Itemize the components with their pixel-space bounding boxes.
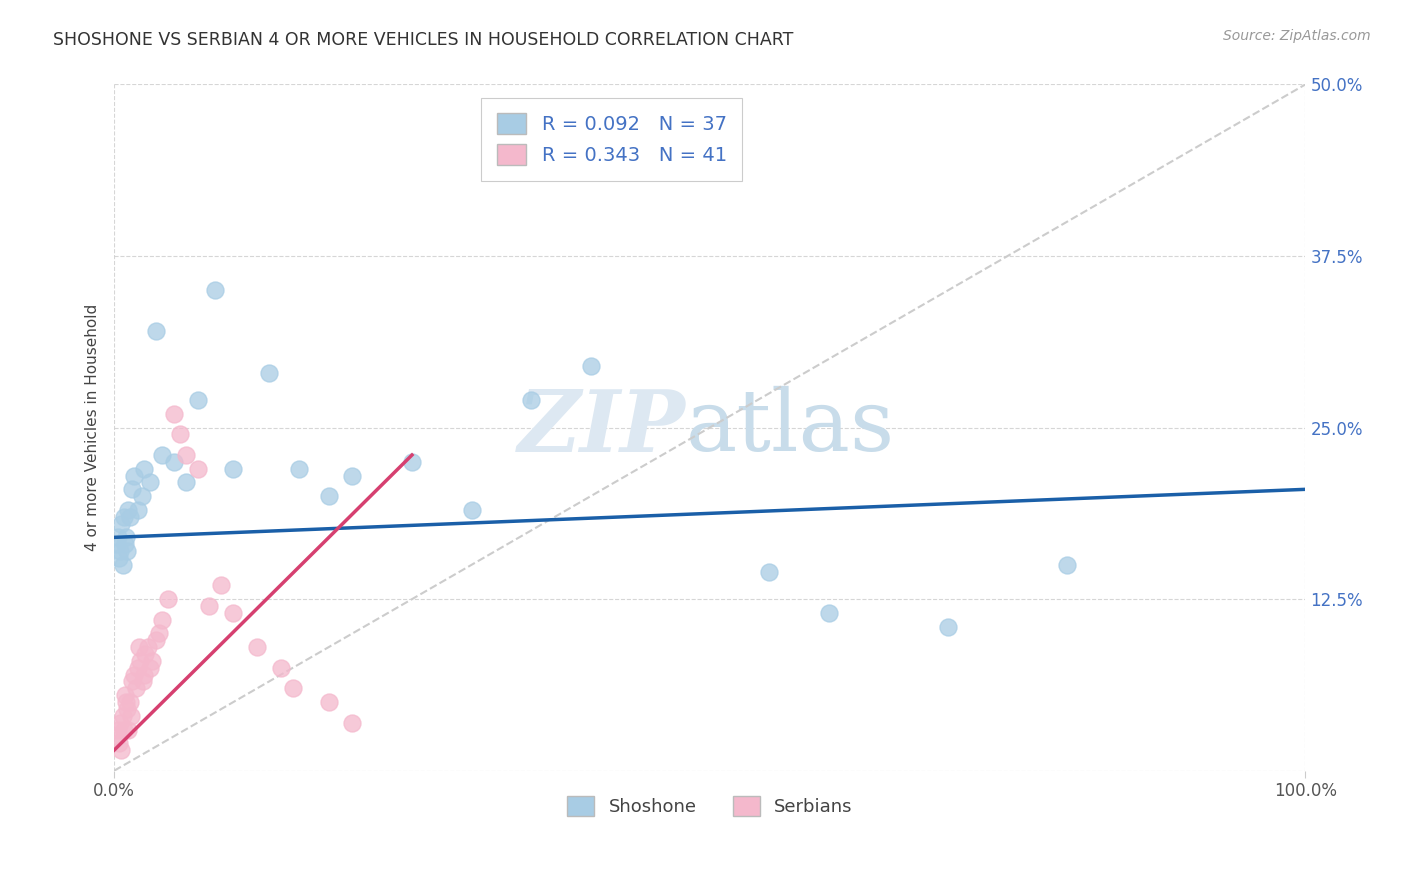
Point: [117, 702, 139, 716]
Point: [342, 468, 364, 483]
Point: [108, 736, 131, 750]
Point: [115, 695, 138, 709]
Point: [758, 565, 780, 579]
Point: [107, 723, 129, 737]
Point: [111, 558, 134, 572]
Point: [401, 455, 423, 469]
Point: [174, 475, 197, 490]
Point: [124, 681, 146, 696]
Point: [105, 537, 128, 551]
Point: [136, 640, 159, 655]
Point: [131, 489, 153, 503]
Point: [156, 592, 179, 607]
Point: [129, 654, 152, 668]
Point: [257, 366, 280, 380]
Point: [121, 674, 143, 689]
Y-axis label: 4 or more Vehicles in Household: 4 or more Vehicles in Household: [86, 304, 100, 551]
Point: [288, 461, 311, 475]
Point: [281, 681, 304, 696]
Point: [1056, 558, 1078, 572]
Point: [187, 393, 209, 408]
Point: [118, 509, 141, 524]
Point: [132, 667, 155, 681]
Point: [270, 661, 292, 675]
Point: [318, 489, 340, 503]
Point: [187, 461, 209, 475]
Point: [163, 455, 186, 469]
Point: [107, 530, 129, 544]
Point: [117, 503, 139, 517]
Text: ZIP: ZIP: [517, 386, 686, 469]
Point: [105, 730, 128, 744]
Point: [139, 475, 162, 490]
Point: [120, 708, 142, 723]
Point: [108, 715, 131, 730]
Point: [174, 448, 197, 462]
Point: [936, 619, 959, 633]
Point: [132, 461, 155, 475]
Point: [198, 599, 221, 613]
Point: [222, 606, 245, 620]
Point: [128, 640, 150, 655]
Point: [112, 509, 135, 524]
Point: [141, 654, 163, 668]
Point: [145, 633, 167, 648]
Text: atlas: atlas: [686, 386, 896, 469]
Point: [150, 448, 173, 462]
Point: [204, 283, 226, 297]
Point: [121, 483, 143, 497]
Point: [127, 503, 149, 517]
Point: [520, 393, 543, 408]
Point: [222, 461, 245, 475]
Point: [132, 674, 155, 689]
Text: Source: ZipAtlas.com: Source: ZipAtlas.com: [1223, 29, 1371, 43]
Point: [246, 640, 269, 655]
Point: [112, 723, 135, 737]
Point: [169, 427, 191, 442]
Point: [114, 688, 136, 702]
Text: SHOSHONE VS SERBIAN 4 OR MORE VEHICLES IN HOUSEHOLD CORRELATION CHART: SHOSHONE VS SERBIAN 4 OR MORE VEHICLES I…: [53, 31, 794, 49]
Point: [108, 551, 131, 566]
Point: [108, 544, 131, 558]
Point: [342, 715, 364, 730]
Point: [111, 708, 134, 723]
Point: [114, 537, 136, 551]
Point: [115, 530, 138, 544]
Point: [118, 695, 141, 709]
Legend: Shoshone, Serbians: Shoshone, Serbians: [560, 789, 860, 823]
Point: [318, 695, 340, 709]
Point: [139, 661, 162, 675]
Point: [150, 613, 173, 627]
Point: [117, 723, 139, 737]
Point: [124, 468, 146, 483]
Point: [134, 647, 156, 661]
Point: [127, 661, 149, 675]
Point: [124, 667, 146, 681]
Point: [579, 359, 602, 373]
Point: [209, 578, 232, 592]
Point: [110, 516, 132, 531]
Point: [148, 626, 170, 640]
Point: [145, 325, 167, 339]
Point: [460, 503, 482, 517]
Point: [163, 407, 186, 421]
Point: [110, 743, 132, 757]
Point: [117, 544, 139, 558]
Point: [818, 606, 841, 620]
